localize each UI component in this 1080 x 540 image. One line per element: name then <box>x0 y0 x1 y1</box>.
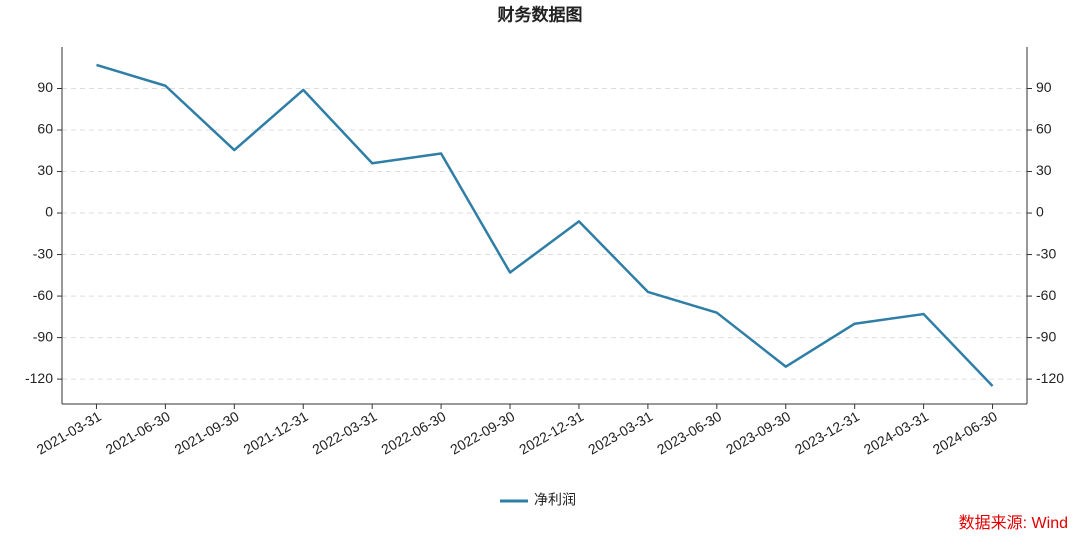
line-series <box>96 63 994 387</box>
x-tick-label: 2021-03-31 <box>34 408 104 458</box>
x-tick-label: 2022-06-30 <box>378 408 448 458</box>
y-tick-label: 0 <box>45 204 53 220</box>
y2-tick-label: -60 <box>1036 287 1056 303</box>
y-tick-label: -120 <box>25 370 53 386</box>
x-tick-label: 2024-03-31 <box>861 408 931 458</box>
y-tick-label: 60 <box>37 121 53 137</box>
y2-tick-label: 30 <box>1036 162 1052 178</box>
x-tick-label: 2023-03-31 <box>585 408 655 458</box>
y2-tick-label: -30 <box>1036 245 1056 261</box>
y2-tick-label: 0 <box>1036 204 1044 220</box>
y2-tick-label: 60 <box>1036 121 1052 137</box>
y-tick-label: -90 <box>33 328 53 344</box>
y-tick-label: -30 <box>33 245 53 261</box>
y2-tick-label: -90 <box>1036 328 1056 344</box>
chart-title: 财务数据图 <box>497 4 583 24</box>
legend-label: 净利润 <box>534 492 576 508</box>
x-tick-label: 2024-06-30 <box>930 408 1000 458</box>
y-tick-label: 30 <box>37 162 53 178</box>
x-tick-label: 2022-03-31 <box>310 408 380 458</box>
x-tick-label: 2023-12-31 <box>792 408 862 458</box>
x-tick-label: 2023-09-30 <box>723 408 793 458</box>
x-tick-label: 2022-09-30 <box>447 408 517 458</box>
y-tick-label: -60 <box>33 287 53 303</box>
x-tick-label: 2021-12-31 <box>241 408 311 458</box>
source-note: 数据来源: Wind <box>959 514 1068 532</box>
x-tick-label: 2021-09-30 <box>172 408 242 458</box>
x-tick-label: 2021-06-30 <box>103 408 173 458</box>
x-tick-label: 2023-06-30 <box>654 408 724 458</box>
y-tick-label: 90 <box>37 79 53 95</box>
y2-tick-label: 90 <box>1036 79 1052 95</box>
x-tick-label: 2022-12-31 <box>516 408 586 458</box>
y2-tick-label: -120 <box>1036 370 1064 386</box>
